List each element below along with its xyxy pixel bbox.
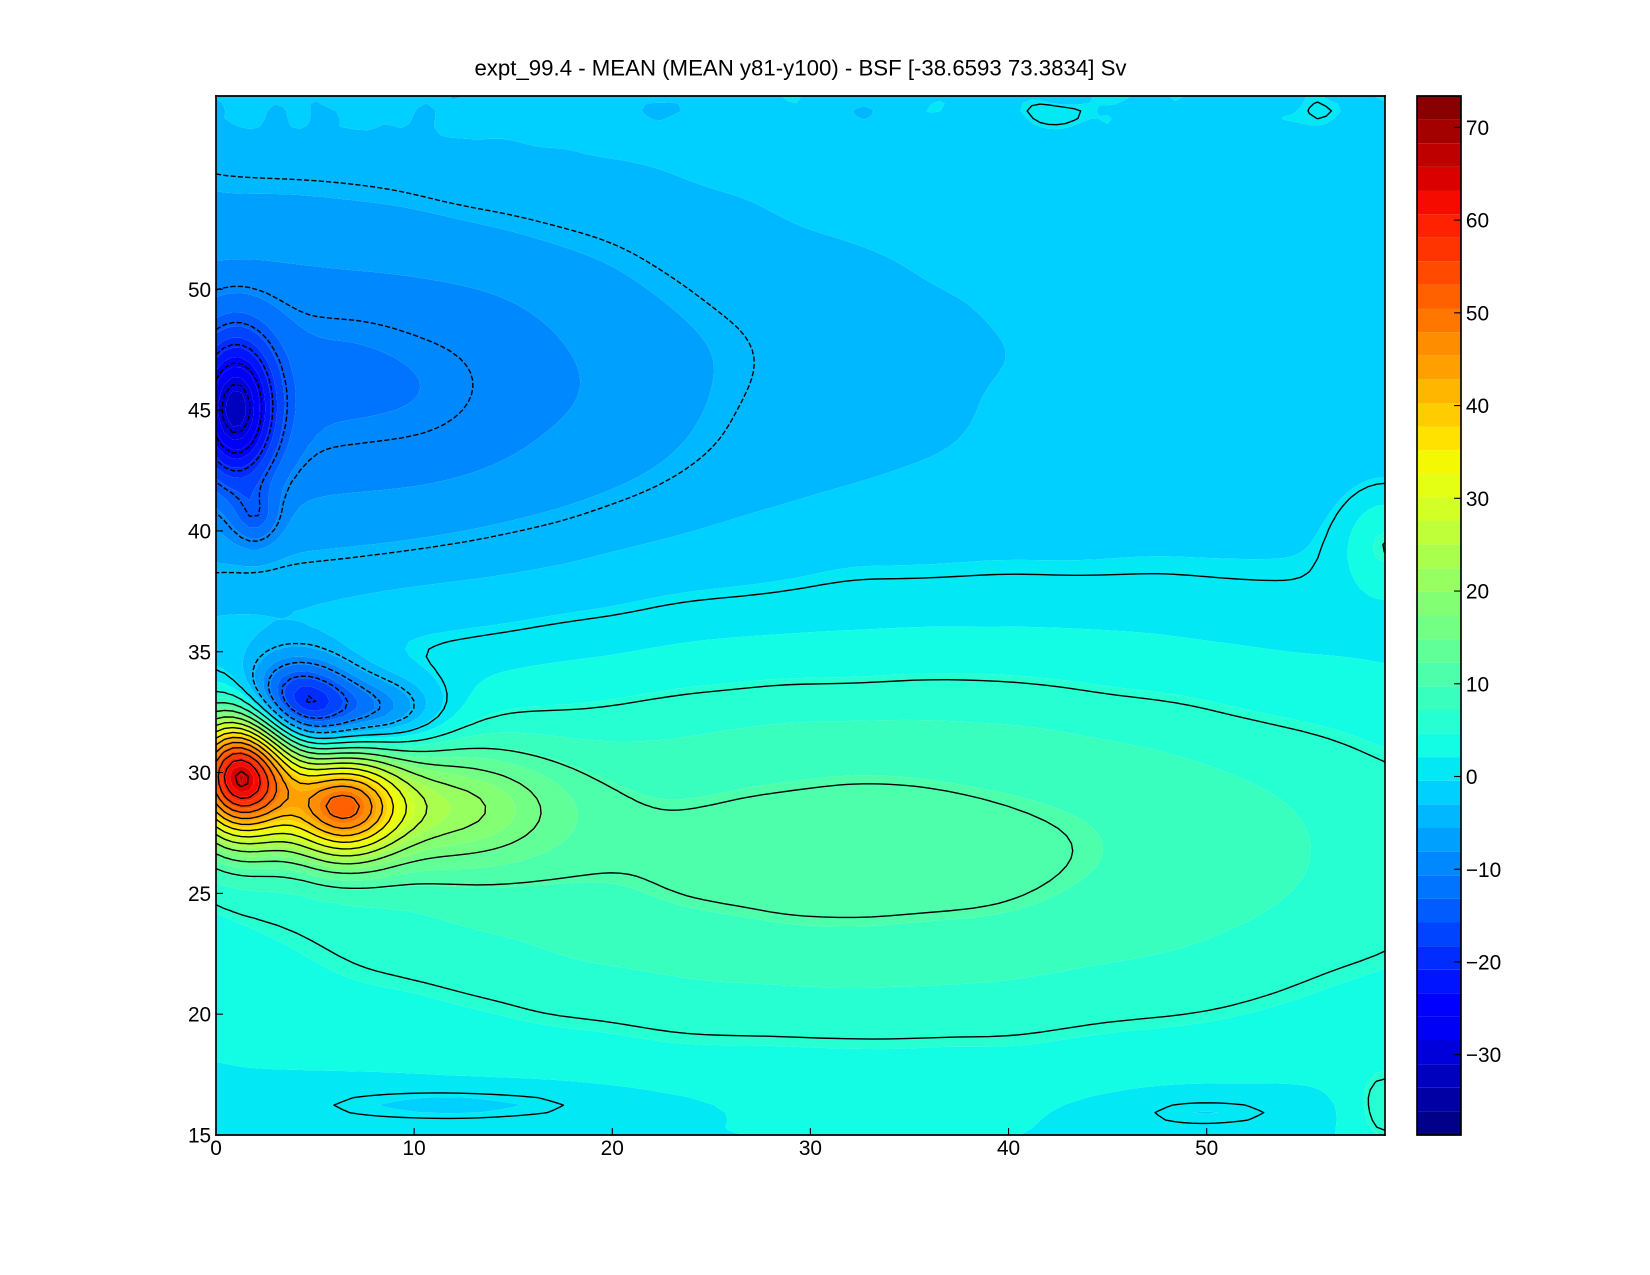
- svg-text:40: 40: [1466, 395, 1489, 418]
- svg-text:60: 60: [1466, 210, 1489, 233]
- svg-text:20: 20: [601, 1137, 624, 1160]
- svg-text:20: 20: [188, 1004, 211, 1027]
- svg-text:50: 50: [1195, 1137, 1218, 1160]
- svg-text:40: 40: [997, 1137, 1020, 1160]
- svg-text:−30: −30: [1466, 1044, 1501, 1067]
- svg-text:45: 45: [188, 400, 211, 423]
- svg-text:30: 30: [188, 762, 211, 785]
- svg-text:expt_99.4 - MEAN (MEAN y81-y10: expt_99.4 - MEAN (MEAN y81-y100) - BSF […: [474, 56, 1127, 81]
- svg-text:15: 15: [188, 1125, 211, 1148]
- svg-text:50: 50: [1466, 302, 1489, 325]
- svg-text:70: 70: [1466, 117, 1489, 140]
- svg-text:25: 25: [188, 883, 211, 906]
- svg-text:30: 30: [799, 1137, 822, 1160]
- svg-text:40: 40: [188, 520, 211, 543]
- svg-text:30: 30: [1466, 488, 1489, 511]
- svg-text:0: 0: [210, 1137, 222, 1160]
- svg-text:10: 10: [1466, 673, 1489, 696]
- svg-text:0: 0: [1466, 766, 1478, 789]
- svg-text:35: 35: [188, 641, 211, 664]
- svg-text:−10: −10: [1466, 859, 1501, 882]
- svg-text:50: 50: [188, 279, 211, 302]
- svg-text:−20: −20: [1466, 952, 1501, 975]
- svg-text:10: 10: [403, 1137, 426, 1160]
- svg-text:20: 20: [1466, 581, 1489, 604]
